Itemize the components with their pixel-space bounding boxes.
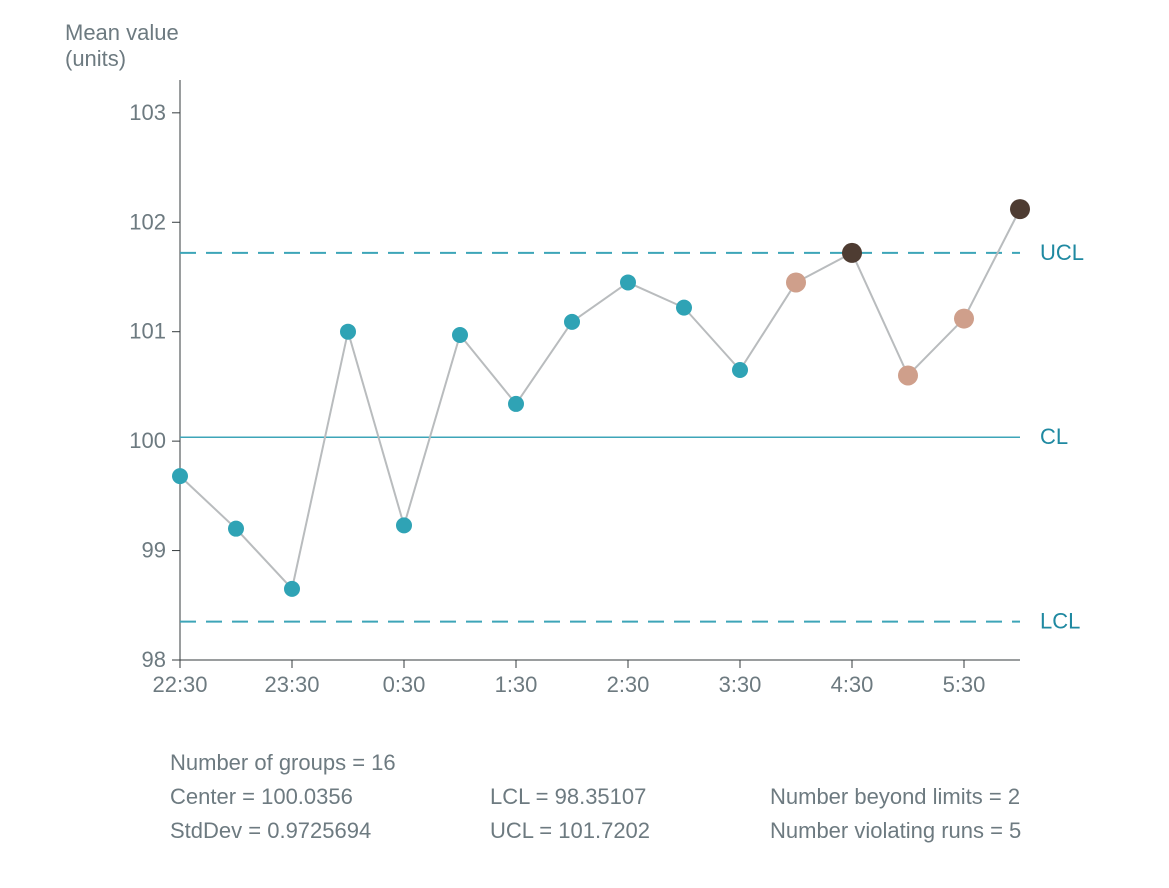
y-tick-label: 100 [129, 428, 166, 453]
data-point [842, 243, 862, 263]
data-point [898, 365, 918, 385]
data-point [340, 324, 356, 340]
series-line [180, 209, 1020, 589]
x-tick-label: 1:30 [495, 672, 538, 697]
x-tick-label: 0:30 [383, 672, 426, 697]
data-point [676, 300, 692, 316]
center_line-label: CL [1040, 424, 1068, 449]
data-point [396, 517, 412, 533]
ucl_line-label: UCL [1040, 240, 1084, 265]
y-tick-label: 102 [129, 209, 166, 234]
data-point [620, 274, 636, 290]
stats-groups: Number of groups = 16 [170, 750, 396, 775]
chart-svg: Mean value(units) 98 99 100 101 102 103 22:30 23… [0, 0, 1169, 888]
stats-runs: Number violating runs = 5 [770, 818, 1021, 843]
stats-lcl: LCL = 98.35107 [490, 784, 646, 809]
x-tick-label: 3:30 [719, 672, 762, 697]
stats-stddev: StdDev = 0.9725694 [170, 818, 371, 843]
data-point [228, 521, 244, 537]
x-tick-label: 4:30 [831, 672, 874, 697]
data-point [284, 581, 300, 597]
control-chart: Mean value(units) 98 99 100 101 102 103 22:30 23… [0, 0, 1169, 888]
y-tick-label: 103 [129, 100, 166, 125]
x-tick-label: 5:30 [943, 672, 986, 697]
y-tick-label: 99 [142, 538, 166, 563]
x-tick-label: 22:30 [152, 672, 207, 697]
y-tick-label: 101 [129, 319, 166, 344]
data-point [508, 396, 524, 412]
y-axis-title-line2: (units) [65, 46, 126, 71]
data-point [172, 468, 188, 484]
y-axis-title-line1: Mean value [65, 20, 179, 45]
data-point [786, 272, 806, 292]
stats-center: Center = 100.0356 [170, 784, 353, 809]
stats-ucl: UCL = 101.7202 [490, 818, 650, 843]
x-tick-label: 23:30 [264, 672, 319, 697]
data-point [564, 314, 580, 330]
data-point [732, 362, 748, 378]
y-tick-label: 98 [142, 647, 166, 672]
data-point [452, 327, 468, 343]
data-point [954, 309, 974, 329]
lcl_line-label: LCL [1040, 609, 1080, 634]
x-tick-label: 2:30 [607, 672, 650, 697]
stats-beyond: Number beyond limits = 2 [770, 784, 1020, 809]
data-point [1010, 199, 1030, 219]
